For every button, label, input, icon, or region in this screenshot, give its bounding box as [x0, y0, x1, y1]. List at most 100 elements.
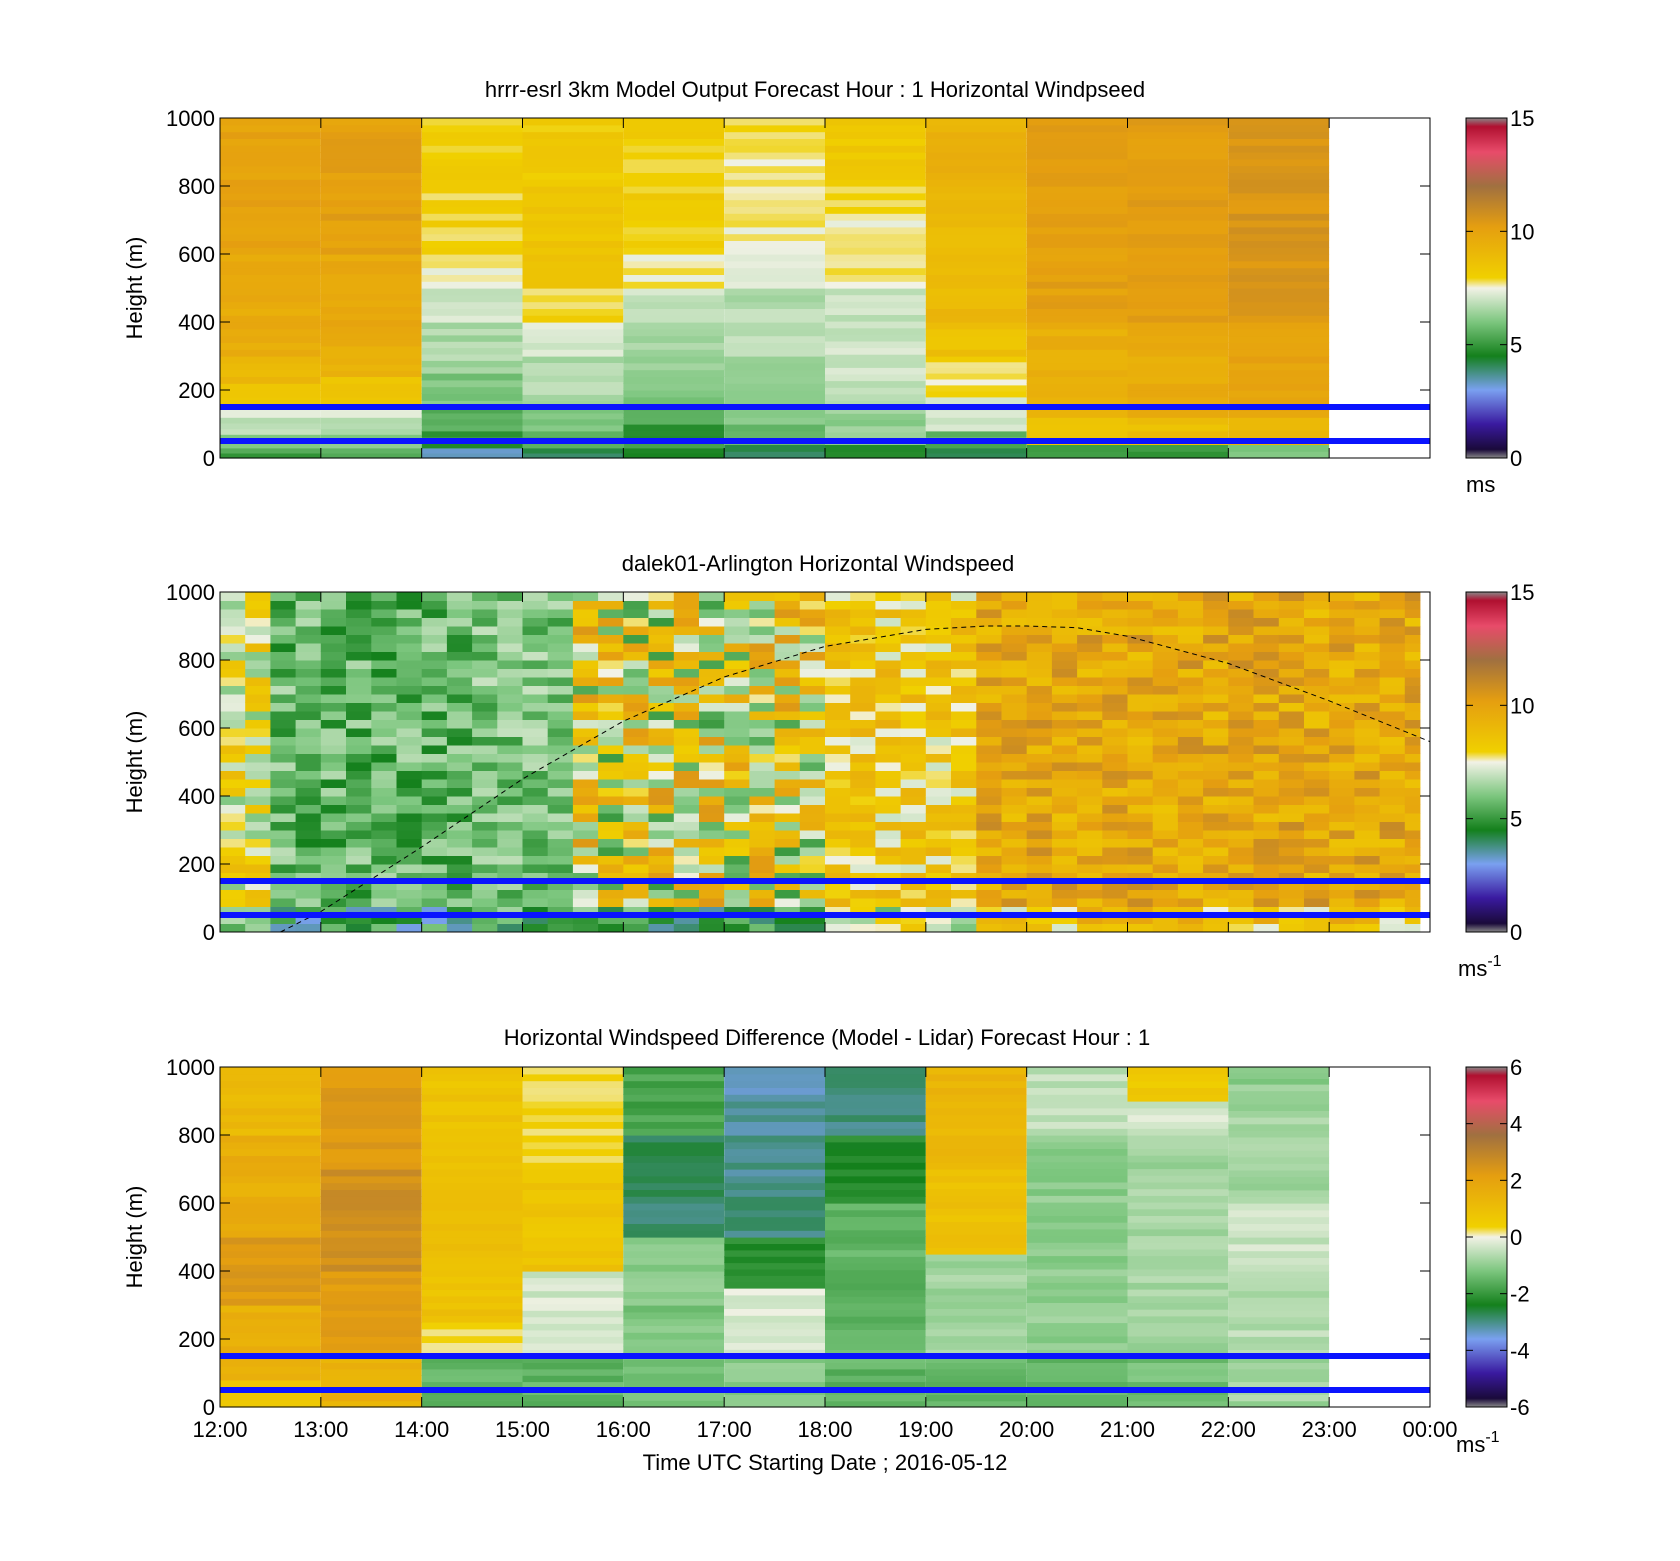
heat-cell — [1177, 872, 1204, 882]
heat-cell — [724, 138, 825, 146]
heat-cell — [598, 617, 624, 627]
heat-cell — [724, 240, 825, 248]
heat-cell — [497, 702, 523, 712]
heat-cell — [220, 1237, 321, 1245]
heat-cell — [371, 728, 397, 737]
heat-cell — [1253, 617, 1280, 627]
heat-cell — [925, 1201, 1027, 1209]
heat-cell — [1228, 804, 1254, 814]
heat-cell — [220, 301, 321, 309]
heat-cell — [522, 1209, 624, 1218]
heat-cell — [1152, 915, 1179, 924]
heat-cell — [522, 1189, 624, 1197]
heat-cell — [951, 609, 977, 618]
heat-cell — [421, 165, 523, 173]
heat-cell — [1177, 711, 1204, 720]
heat-cell — [1379, 864, 1406, 873]
heat-cell — [1278, 847, 1305, 856]
heat-cell — [925, 1141, 1027, 1150]
heat-cell — [1228, 1290, 1330, 1298]
heat-cell — [976, 711, 1002, 720]
heat-cell — [522, 118, 624, 126]
heat-cell — [799, 923, 826, 933]
heat-cell — [749, 719, 776, 729]
heat-cell — [623, 906, 649, 916]
heat-cell — [623, 1332, 725, 1340]
heat-cell — [623, 1250, 725, 1258]
heat-cell — [724, 1308, 825, 1316]
heat-cell — [1278, 719, 1305, 729]
heat-cell — [320, 1290, 422, 1298]
heat-cell — [699, 847, 725, 856]
heat-cell — [925, 240, 1027, 248]
heat-cell — [724, 617, 750, 627]
heat-cell — [320, 1175, 422, 1184]
heat-cell — [1026, 1202, 1128, 1210]
heat-cell — [1051, 643, 1078, 652]
heat-cell — [623, 915, 649, 924]
heat-cell — [825, 347, 926, 355]
heat-cell — [1001, 660, 1028, 669]
heat-cell — [572, 609, 599, 618]
heat-cell — [421, 158, 523, 167]
heat-cell — [925, 1148, 1027, 1156]
heat-cell — [774, 872, 801, 882]
heat-cell — [421, 719, 448, 729]
heat-cell — [1077, 762, 1103, 771]
heat-cell — [572, 711, 599, 720]
heat-cell — [421, 643, 448, 652]
heat-cell — [1127, 1289, 1229, 1297]
heat-cell — [825, 1329, 926, 1337]
heat-cell — [421, 898, 448, 907]
heat-cell — [724, 1107, 825, 1116]
heat-cell — [295, 592, 322, 601]
heat-cell — [1253, 728, 1280, 737]
heat-cell — [724, 1342, 825, 1350]
heat-cell — [572, 736, 599, 746]
heat-cell — [699, 702, 725, 712]
heat-cell — [1127, 1335, 1229, 1344]
heat-cell — [774, 770, 801, 780]
heat-cell — [1051, 685, 1078, 695]
heat-cell — [1228, 396, 1330, 405]
heat-cell — [1278, 745, 1305, 754]
heat-cell — [220, 447, 321, 454]
heat-cell — [976, 796, 1002, 805]
heat-cell — [825, 387, 926, 395]
heat-cell — [1228, 1189, 1330, 1197]
heat-cell — [623, 356, 725, 364]
heat-cell — [1026, 315, 1128, 323]
heat-cell — [1203, 711, 1229, 720]
heat-cell — [320, 1375, 422, 1383]
heat-cell — [320, 728, 347, 737]
heat-cell — [371, 719, 397, 729]
heat-cell — [724, 847, 750, 856]
heat-cell — [472, 923, 498, 933]
heat-cell — [421, 206, 523, 214]
heat-cell — [724, 1094, 825, 1102]
heat-cell — [925, 1260, 1027, 1269]
heat-cell — [396, 651, 423, 661]
heat-cell — [925, 335, 1027, 343]
heat-cell — [900, 770, 927, 780]
heat-cell — [1379, 779, 1406, 788]
heat-cell — [724, 1301, 825, 1309]
heat-cell — [472, 626, 498, 635]
heat-cell — [1127, 898, 1154, 907]
heat-cell — [270, 855, 297, 865]
heat-cell — [1228, 281, 1330, 289]
heat-cell — [320, 1189, 422, 1197]
heat-cell — [749, 745, 776, 754]
heat-cell — [371, 864, 397, 873]
heat-cell — [446, 719, 473, 729]
heat-cell — [320, 813, 347, 822]
heat-cell — [1379, 617, 1406, 627]
heat-cell — [320, 1101, 422, 1109]
heat-cell — [925, 1288, 1027, 1296]
heat-cell — [673, 668, 700, 678]
heat-cell — [825, 1249, 926, 1257]
heat-cell — [774, 864, 801, 873]
heat-cell — [724, 1114, 825, 1122]
xtick-label: 14:00 — [394, 1417, 449, 1442]
heat-cell — [850, 719, 876, 729]
